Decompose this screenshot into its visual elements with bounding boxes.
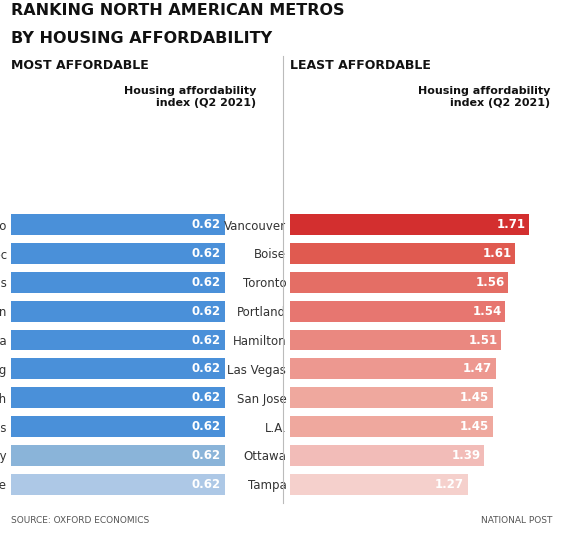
Text: 1.47: 1.47 xyxy=(463,362,492,376)
Text: 1.56: 1.56 xyxy=(475,276,505,289)
Bar xyxy=(290,214,529,235)
Text: 0.62: 0.62 xyxy=(192,333,221,347)
Text: 1.51: 1.51 xyxy=(469,333,497,347)
Text: 1.61: 1.61 xyxy=(482,247,512,260)
Text: 0.62: 0.62 xyxy=(192,362,221,376)
Text: Housing affordability
index (Q2 2021): Housing affordability index (Q2 2021) xyxy=(124,86,257,108)
Text: 1.45: 1.45 xyxy=(460,420,489,433)
Bar xyxy=(290,445,484,466)
Text: 0.62: 0.62 xyxy=(192,304,221,318)
Text: 0.62: 0.62 xyxy=(192,478,221,491)
Bar xyxy=(290,330,501,350)
Text: NATIONAL POST: NATIONAL POST xyxy=(481,516,553,525)
Bar xyxy=(11,243,225,264)
Bar xyxy=(290,474,468,495)
Text: 1.71: 1.71 xyxy=(496,218,526,231)
Bar xyxy=(290,387,493,408)
Text: 0.62: 0.62 xyxy=(192,247,221,260)
Bar xyxy=(11,330,225,350)
Text: 1.39: 1.39 xyxy=(452,449,481,462)
Text: RANKING NORTH AMERICAN METROS: RANKING NORTH AMERICAN METROS xyxy=(11,3,345,18)
Text: 0.62: 0.62 xyxy=(192,276,221,289)
Bar xyxy=(11,272,225,293)
Text: 1.54: 1.54 xyxy=(473,304,502,318)
Bar xyxy=(11,358,225,379)
Bar xyxy=(11,214,225,235)
Bar xyxy=(11,445,225,466)
Bar xyxy=(11,387,225,408)
Text: 0.62: 0.62 xyxy=(192,449,221,462)
Bar xyxy=(290,358,496,379)
Text: 0.62: 0.62 xyxy=(192,420,221,433)
Text: 1.27: 1.27 xyxy=(435,478,464,491)
Text: 0.62: 0.62 xyxy=(192,218,221,231)
Bar xyxy=(290,272,508,293)
Bar xyxy=(290,416,493,437)
Text: LEAST AFFORDABLE: LEAST AFFORDABLE xyxy=(290,59,431,72)
Text: 1.45: 1.45 xyxy=(460,391,489,404)
Text: BY HOUSING AFFORDABILITY: BY HOUSING AFFORDABILITY xyxy=(11,31,272,46)
Bar xyxy=(11,416,225,437)
Bar xyxy=(290,301,505,322)
Text: Housing affordability
index (Q2 2021): Housing affordability index (Q2 2021) xyxy=(417,86,550,108)
Text: MOST AFFORDABLE: MOST AFFORDABLE xyxy=(11,59,149,72)
Bar xyxy=(11,474,225,495)
Bar xyxy=(290,243,515,264)
Text: SOURCE: OXFORD ECONOMICS: SOURCE: OXFORD ECONOMICS xyxy=(11,516,149,525)
Text: 0.62: 0.62 xyxy=(192,391,221,404)
Bar xyxy=(11,301,225,322)
